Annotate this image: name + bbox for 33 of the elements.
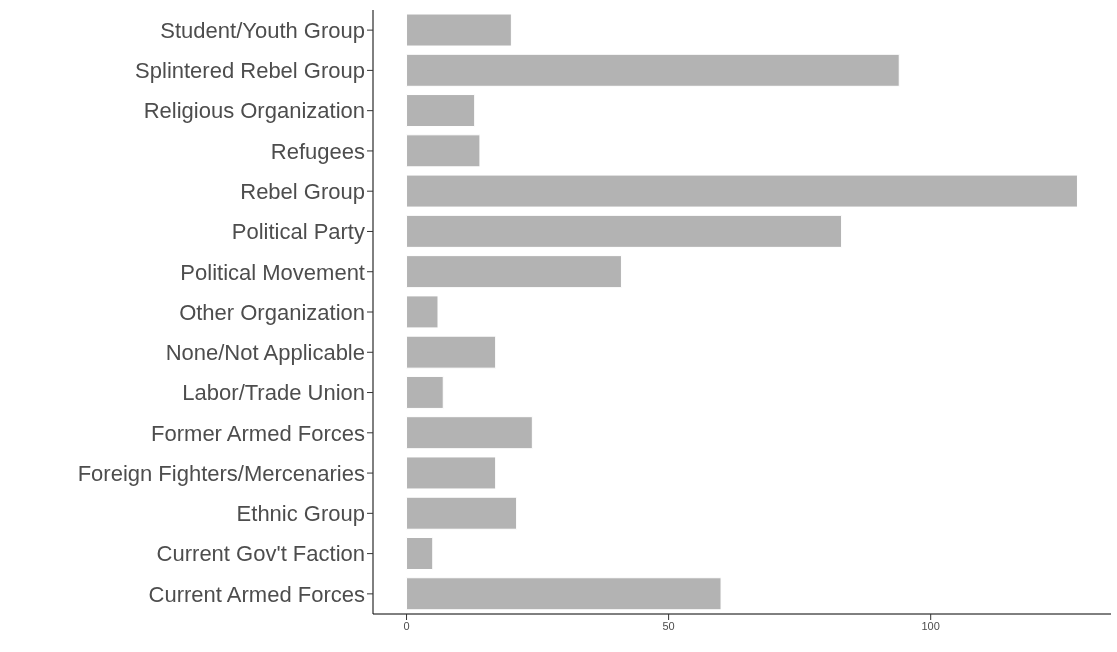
y-tick-label: Refugees (270, 138, 365, 164)
y-tick-label: Student/Youth Group (160, 17, 365, 43)
bar (406, 456, 497, 490)
y-tick-label: Current Armed Forces (148, 581, 365, 607)
bar (406, 255, 622, 289)
bar (406, 53, 900, 87)
y-tick-label: Foreign Fighters/Mercenaries (77, 460, 365, 486)
x-tick-label: 100 (921, 619, 940, 632)
y-tick-label: Other Organization (179, 299, 365, 325)
bar (406, 134, 481, 168)
bar (406, 536, 434, 570)
y-tick-label: Former Armed Forces (151, 420, 365, 446)
y-tick-label: None/Not Applicable (165, 340, 365, 366)
bar (406, 375, 444, 409)
x-tick-label: 50 (662, 619, 675, 632)
bar (406, 496, 518, 530)
bar (406, 174, 1078, 208)
y-tick-label: Current Gov't Faction (156, 541, 365, 567)
y-tick-label: Religious Organization (143, 98, 365, 124)
y-tick-label: Labor/Trade Union (182, 380, 365, 406)
bar (406, 94, 476, 128)
y-tick-label: Political Party (231, 219, 365, 245)
bar (406, 335, 497, 369)
bar (406, 214, 843, 248)
y-tick-label: Splintered Rebel Group (135, 58, 365, 84)
bar (406, 13, 512, 47)
bar (406, 295, 439, 329)
y-tick-label: Rebel Group (240, 179, 365, 205)
x-tick-label: 0 (403, 619, 410, 632)
y-tick-label: Ethnic Group (236, 501, 365, 527)
y-tick-label: Political Movement (180, 259, 365, 285)
bar (406, 416, 533, 450)
bar (406, 577, 722, 611)
